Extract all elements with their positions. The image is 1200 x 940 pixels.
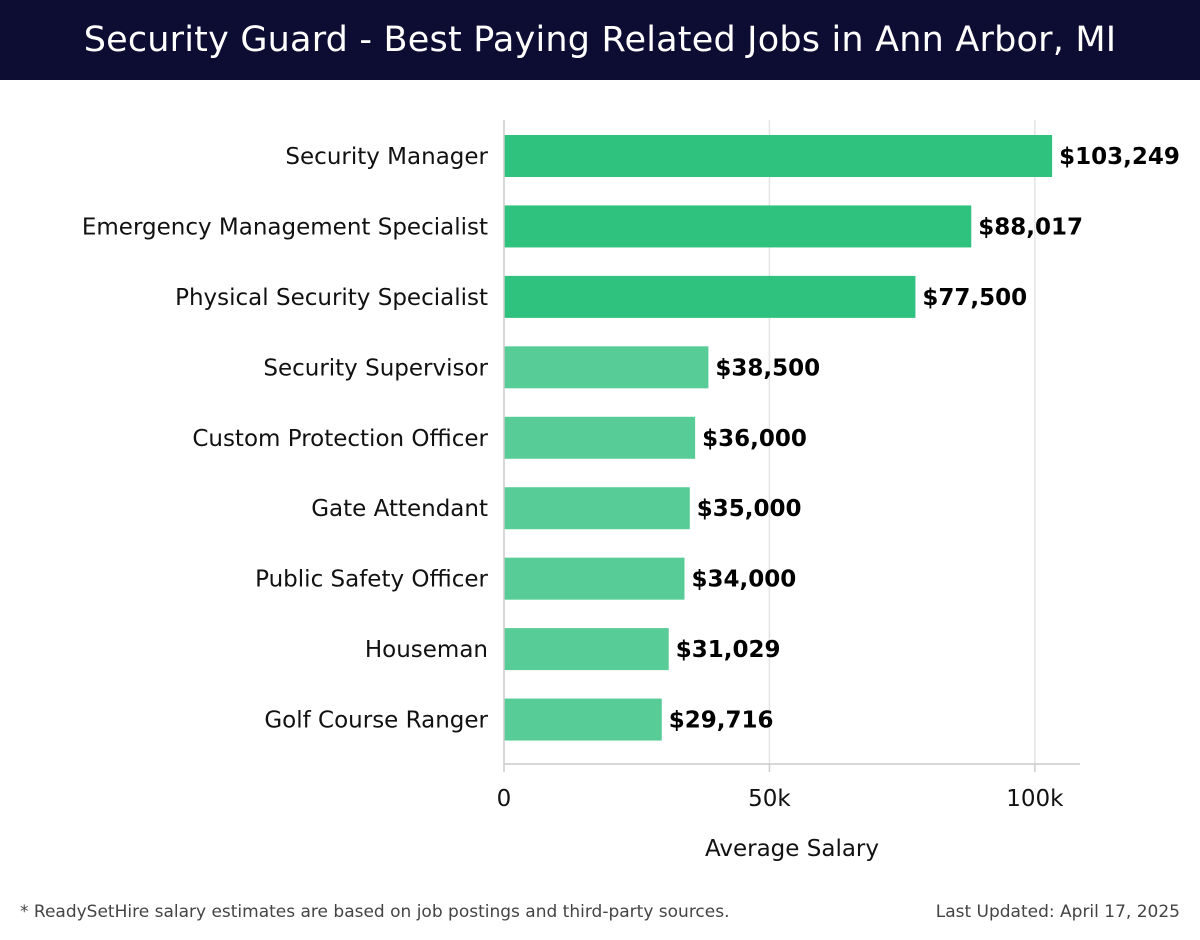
value-label: $38,500 (715, 355, 820, 381)
bar (504, 557, 685, 600)
value-label: $77,500 (922, 285, 1027, 311)
chart-header: Security Guard - Best Paying Related Job… (0, 0, 1200, 80)
bar (504, 135, 1053, 177)
footer-note: * ReadySetHire salary estimates are base… (20, 902, 730, 922)
footer-updated: Last Updated: April 17, 2025 (935, 902, 1180, 922)
x-axis-title: Average Salary (705, 836, 879, 862)
value-label: $34,000 (691, 567, 796, 593)
x-axis: 0 50k 100k (497, 120, 1080, 812)
category-label: Emergency Management Specialist (82, 214, 488, 240)
value-label: $29,716 (669, 708, 774, 734)
category-label: Security Manager (285, 144, 488, 170)
value-label: $88,017 (978, 214, 1083, 240)
bar (504, 698, 662, 741)
category-label: Public Safety Officer (255, 567, 488, 593)
category-label: Custom Protection Officer (192, 426, 488, 452)
value-label: $35,000 (697, 496, 802, 522)
bar (504, 487, 690, 530)
bar (504, 205, 972, 248)
bar (504, 628, 669, 671)
bars (504, 135, 1053, 741)
x-tick-label: 50k (748, 786, 791, 812)
chart-title: Security Guard - Best Paying Related Job… (83, 20, 1117, 60)
category-label: Physical Security Specialist (175, 285, 488, 311)
bar (504, 275, 916, 318)
category-label: Houseman (365, 637, 488, 663)
category-label: Gate Attendant (311, 496, 488, 522)
salary-bar-chart: 0 50k 100k Security Manager $103,249 Emergen… (82, 120, 1180, 862)
x-tick-label: 100k (1006, 786, 1064, 812)
value-label: $103,249 (1059, 144, 1180, 170)
bar (504, 346, 709, 389)
value-label: $31,029 (676, 637, 781, 663)
category-label: Security Supervisor (263, 355, 488, 381)
labels: Security Manager $103,249 Emergency Manage… (82, 144, 1180, 734)
bar (504, 416, 696, 459)
value-label: $36,000 (702, 426, 807, 452)
x-tick-label: 0 (497, 786, 512, 812)
category-label: Golf Course Ranger (264, 708, 488, 734)
